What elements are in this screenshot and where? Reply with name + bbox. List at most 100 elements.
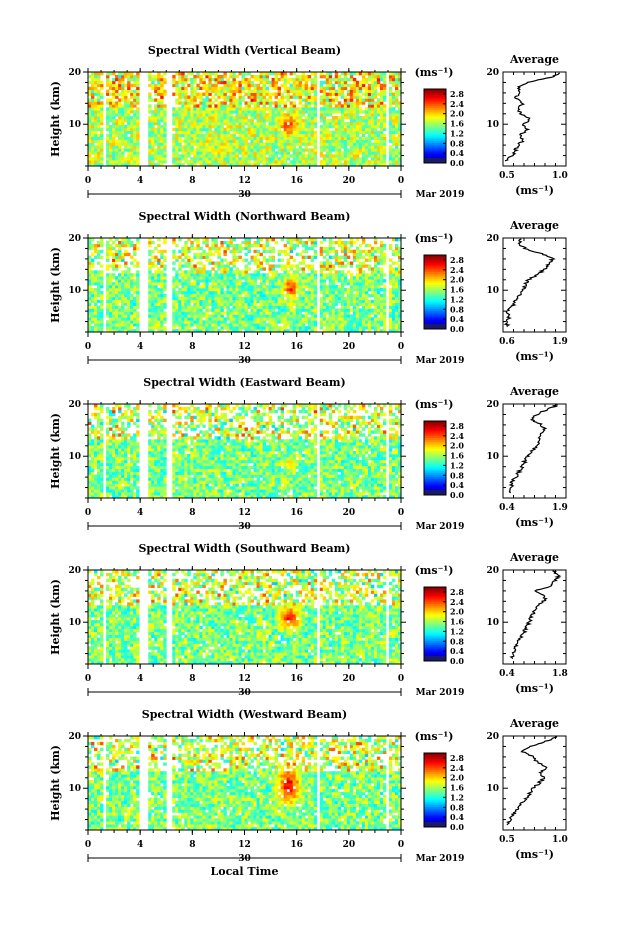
- heatmap-cell: [214, 308, 218, 312]
- heatmap-cell: [313, 252, 318, 257]
- heatmap-cell: [127, 308, 131, 312]
- heatmap-cell: [118, 116, 122, 120]
- heatmap-cell: [172, 74, 176, 79]
- heatmap-cell: [196, 255, 200, 259]
- heatmap-cell: [157, 326, 161, 330]
- heatmap-cell: [277, 279, 282, 283]
- heatmap-cell: [277, 139, 282, 143]
- heatmap-cell: [238, 104, 242, 108]
- heatmap-cell: [160, 83, 164, 88]
- heatmap-cell: [184, 249, 188, 254]
- heatmap-cell: [88, 104, 92, 108]
- heatmap-cell: [217, 267, 221, 271]
- heatmap-cell: [88, 314, 92, 318]
- heatmap-cell: [322, 101, 327, 105]
- heatmap-cell: [196, 130, 200, 135]
- heatmap-cell: [163, 299, 167, 304]
- heatmap-cell: [331, 163, 336, 167]
- heatmap-cell: [376, 160, 381, 164]
- heatmap-cell: [202, 285, 206, 289]
- heatmap-cell: [121, 290, 125, 295]
- heatmap-cell: [184, 261, 188, 265]
- heatmap-cell: [112, 95, 116, 99]
- heatmap-cell: [265, 157, 269, 161]
- heatmap-cell: [235, 255, 239, 259]
- heatmap-cell: [394, 92, 399, 96]
- heatmap-cell: [244, 299, 248, 304]
- heatmap-cell: [346, 116, 351, 120]
- heatmap-cell: [127, 293, 131, 298]
- heatmap-cell: [202, 311, 206, 315]
- heatmap-cell: [247, 133, 251, 138]
- heatmap-cell: [205, 305, 209, 309]
- heatmap-cell: [256, 101, 260, 105]
- heatmap-cell: [127, 151, 131, 155]
- heatmap-cell: [310, 270, 315, 274]
- heatmap-cell: [100, 142, 104, 146]
- heatmap-cell: [124, 107, 128, 111]
- heatmap-cell: [190, 148, 194, 152]
- heatmap-cell: [157, 249, 161, 254]
- heatmap-cell: [121, 110, 125, 114]
- x-tick-label: 0: [398, 176, 404, 186]
- colorbar-segment: [424, 116, 446, 119]
- heatmap-cell: [196, 329, 200, 333]
- heatmap-cell: [298, 74, 303, 79]
- heatmap-cell: [253, 113, 257, 117]
- heatmap-cell: [307, 267, 312, 271]
- heatmap-cell: [88, 148, 92, 152]
- heatmap-cell: [190, 121, 194, 126]
- heatmap-cell: [91, 92, 95, 96]
- heatmap-cell: [367, 139, 372, 143]
- heatmap-cell: [193, 101, 197, 105]
- heatmap-cell: [379, 107, 384, 111]
- colorbar-segment: [424, 113, 446, 116]
- heatmap-cell: [244, 326, 248, 330]
- heatmap-cell: [226, 270, 230, 274]
- heatmap-cell: [283, 136, 288, 140]
- heatmap-cell: [229, 116, 233, 120]
- heatmap-cell: [304, 119, 309, 123]
- heatmap-cell: [112, 276, 116, 280]
- heatmap-cell: [91, 287, 95, 292]
- heatmap-cell: [157, 305, 161, 309]
- heatmap-cell: [130, 317, 134, 321]
- heatmap-cell: [268, 302, 272, 306]
- heatmap-cell: [334, 311, 339, 315]
- heatmap-cell: [253, 151, 257, 155]
- heatmap-cell: [208, 124, 212, 129]
- heatmap-cell: [328, 101, 333, 105]
- heatmap-cell: [115, 238, 119, 242]
- heatmap-cell: [226, 160, 230, 164]
- heatmap-cell: [133, 279, 137, 283]
- heatmap-cell: [112, 323, 116, 327]
- heatmap-cell: [151, 255, 155, 259]
- heatmap-cell: [304, 273, 309, 277]
- heatmap-cell: [94, 136, 98, 140]
- heatmap-cell: [91, 74, 95, 79]
- heatmap-cell: [313, 136, 318, 140]
- heatmap-cell: [343, 160, 348, 164]
- heatmap-cell: [280, 148, 285, 152]
- heatmap-cell: [376, 148, 381, 152]
- heatmap-cell: [184, 101, 188, 105]
- heatmap-cell: [91, 148, 95, 152]
- heatmap-cell: [373, 121, 378, 126]
- heatmap-cell: [193, 148, 197, 152]
- heatmap-cell: [319, 290, 324, 295]
- heatmap-cell: [160, 308, 164, 312]
- heatmap-cell: [130, 299, 134, 304]
- heatmap-cell: [259, 72, 263, 76]
- heatmap-cell: [136, 136, 140, 140]
- heatmap-cell: [211, 113, 215, 117]
- heatmap-cell: [217, 287, 221, 292]
- heatmap-cell: [328, 139, 333, 143]
- heatmap-cell: [181, 86, 185, 91]
- heatmap-cell: [307, 246, 312, 251]
- heatmap-cell: [256, 121, 260, 126]
- heatmap-cell: [223, 98, 227, 102]
- heatmap-cell: [310, 89, 315, 93]
- heatmap-cell: [391, 136, 396, 140]
- heatmap-cell: [157, 86, 161, 91]
- heatmap-cell: [343, 145, 348, 149]
